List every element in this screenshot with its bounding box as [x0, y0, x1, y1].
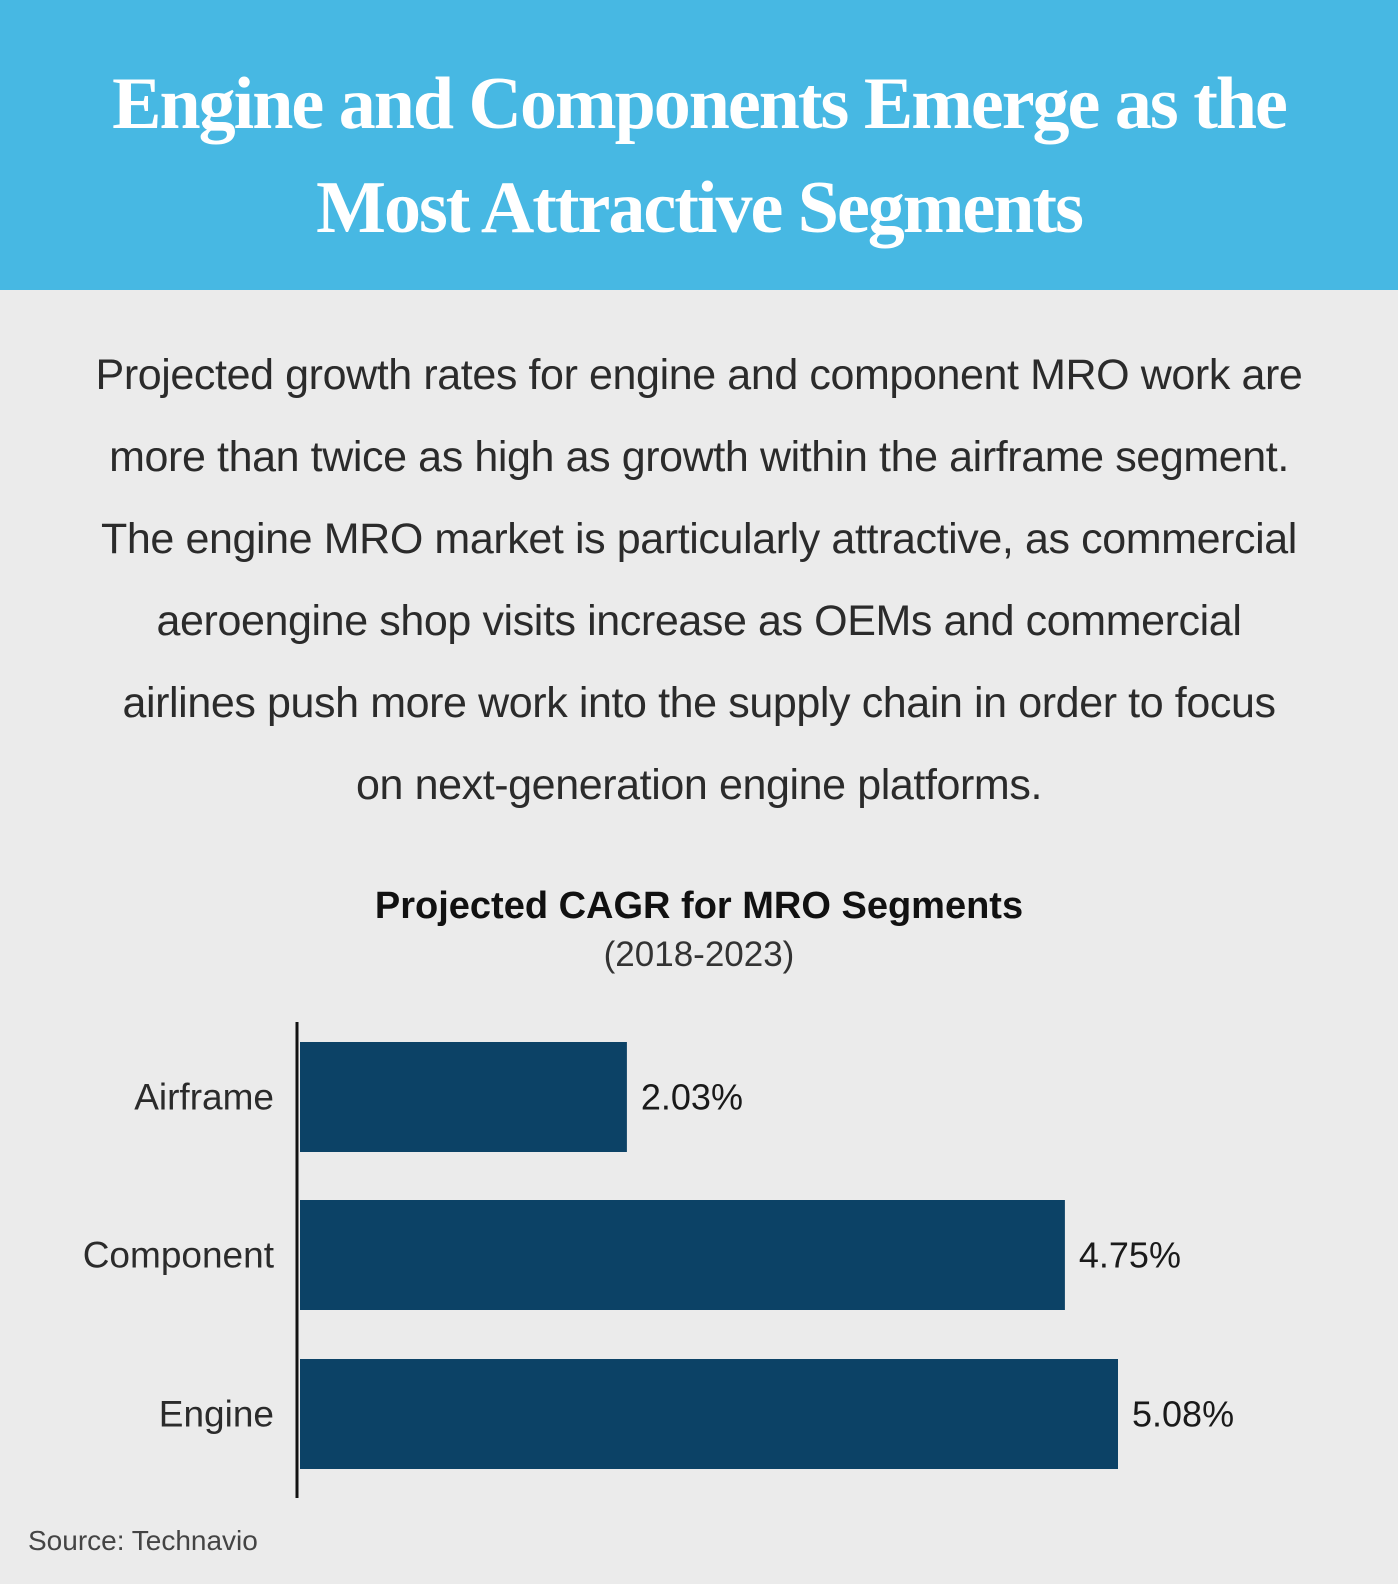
bar-airframe	[300, 1042, 627, 1152]
chart-title: Projected CAGR for MRO Segments	[374, 885, 1024, 927]
category-label-component: Component	[83, 1235, 275, 1276]
bar-component	[300, 1200, 1065, 1310]
chart-subtitle: (2018-2023)	[603, 935, 795, 974]
header-banner: Engine and Components Emerge as the Most…	[0, 0, 1398, 290]
value-label-engine: 5.08%	[1132, 1394, 1234, 1435]
intro-paragraph: Projected growth rates for engine and co…	[95, 351, 1303, 809]
source-note: Source: Technavio	[28, 1525, 258, 1556]
bar-engine	[300, 1359, 1118, 1469]
category-label-engine: Engine	[159, 1394, 274, 1435]
category-label-airframe: Airframe	[134, 1077, 274, 1118]
value-label-airframe: 2.03%	[641, 1077, 743, 1118]
page-title: Engine and Components Emerge as the Most…	[112, 63, 1288, 249]
value-label-component: 4.75%	[1079, 1235, 1181, 1276]
